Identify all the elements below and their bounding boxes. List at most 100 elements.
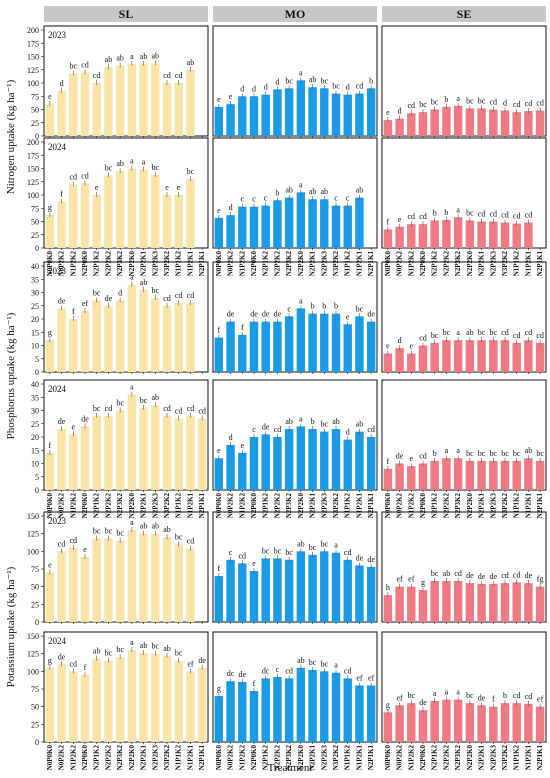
bar xyxy=(489,109,498,136)
significance-label: bc xyxy=(140,396,148,405)
x-tick-label: N2P2K2 xyxy=(104,251,112,277)
bar xyxy=(57,664,66,742)
bar xyxy=(273,437,282,490)
significance-label: cd xyxy=(58,539,66,548)
significance-label: c xyxy=(252,425,256,434)
bar xyxy=(273,321,282,372)
significance-label: b xyxy=(311,417,315,426)
bar xyxy=(162,537,172,622)
x-tick-label: N1P1K2 xyxy=(175,251,183,277)
significance-label: b xyxy=(433,449,437,458)
significance-label: bc xyxy=(262,546,270,555)
significance-label: cd xyxy=(70,659,78,668)
bar xyxy=(115,171,125,248)
significance-label: d xyxy=(503,99,507,108)
significance-label: bc xyxy=(478,328,486,337)
significance-label: cd xyxy=(525,328,533,337)
bar xyxy=(69,547,78,622)
bar xyxy=(308,429,317,490)
bar xyxy=(430,581,439,622)
significance-label: de xyxy=(419,698,427,707)
significance-label: bc xyxy=(309,543,317,552)
bar xyxy=(115,410,125,490)
y-tick-label: 40 xyxy=(31,262,39,271)
y-tick-label: 25 xyxy=(31,720,39,729)
significance-label: de xyxy=(356,553,364,562)
significance-label: bc xyxy=(466,208,474,217)
bar xyxy=(162,415,172,490)
bar xyxy=(465,340,475,372)
significance-label: ab xyxy=(466,328,474,337)
significance-label: c xyxy=(229,548,233,557)
significance-label: bc xyxy=(443,328,451,337)
y-tick-label: 50 xyxy=(31,583,39,592)
bar xyxy=(320,671,329,742)
significance-label: e xyxy=(410,454,414,463)
significance-label: cd xyxy=(419,212,427,221)
significance-label: ab xyxy=(332,417,340,426)
bar xyxy=(45,340,55,372)
significance-label: ab xyxy=(116,159,124,168)
x-tick-label: N2P1K2 xyxy=(93,251,101,277)
y-tick-label: 0 xyxy=(35,738,39,747)
bar xyxy=(500,460,510,490)
x-tick-label: N2P2K3 xyxy=(151,493,159,519)
x-tick-label: N2P0K0 xyxy=(250,251,258,277)
significance-label: b xyxy=(369,76,373,85)
significance-label: bc xyxy=(93,527,101,536)
significance-label: cd xyxy=(536,331,544,340)
significance-label: de xyxy=(466,571,474,580)
bar xyxy=(296,551,306,622)
bar xyxy=(477,705,486,742)
x-tick-label: N2P2K0 xyxy=(466,493,474,519)
bar xyxy=(395,226,404,248)
bar xyxy=(343,439,352,490)
x-tick-label: N2P2K3 xyxy=(320,493,328,519)
x-tick-label: N1P1K2 xyxy=(344,493,352,519)
significance-label: de xyxy=(239,670,247,679)
bar xyxy=(355,431,364,490)
bar xyxy=(383,712,393,742)
bar xyxy=(238,452,247,490)
significance-label: e xyxy=(217,206,221,215)
significance-label: e xyxy=(410,341,414,350)
significance-label: a xyxy=(299,414,303,423)
bar xyxy=(197,418,207,490)
bar xyxy=(407,466,416,490)
x-tick-label: N2P1K1 xyxy=(198,745,206,771)
bar xyxy=(162,83,172,136)
bar xyxy=(418,710,428,742)
significance-label: cd xyxy=(285,666,293,675)
bar xyxy=(331,313,341,372)
significance-label: ab xyxy=(93,647,101,656)
bar xyxy=(45,104,55,136)
significance-label: cd xyxy=(513,100,521,109)
significance-label: f xyxy=(241,323,244,332)
x-tick-label: N2P2K3 xyxy=(151,745,159,771)
significance-label: ef xyxy=(187,659,194,668)
significance-label: a xyxy=(456,446,460,455)
y-tick-label: 125 xyxy=(27,178,39,187)
significance-label: d xyxy=(346,428,350,437)
y-tick-label: 15 xyxy=(31,446,39,455)
x-tick-label: N1P1K2 xyxy=(175,745,183,771)
bar xyxy=(214,106,224,136)
bar xyxy=(249,437,259,490)
significance-label: cd xyxy=(419,334,427,343)
bar xyxy=(430,109,439,136)
bar xyxy=(261,205,270,248)
x-tick-label: N1P1K2 xyxy=(513,251,521,277)
bar xyxy=(57,308,66,372)
y-tick-label: 75 xyxy=(31,685,39,694)
bar xyxy=(296,80,306,136)
x-tick-label: N2P2K1 xyxy=(140,251,148,277)
bar xyxy=(139,533,148,622)
significance-label: bc xyxy=(321,420,329,429)
x-tick-label: N2P1K1 xyxy=(198,251,206,277)
significance-label: ab xyxy=(152,393,160,402)
bar xyxy=(395,118,404,136)
bar xyxy=(151,63,160,136)
x-tick-label: N3P2K2 xyxy=(332,251,340,277)
significance-label: f xyxy=(218,326,221,335)
bar xyxy=(104,305,113,372)
